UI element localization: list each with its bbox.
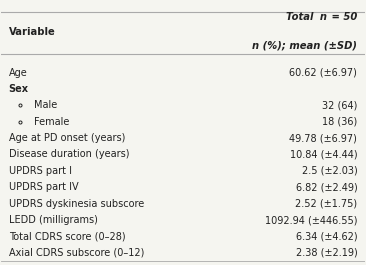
- Text: Total CDRS score (0–28): Total CDRS score (0–28): [9, 231, 125, 241]
- Text: Male: Male: [34, 100, 57, 110]
- Text: 49.78 (±6.97): 49.78 (±6.97): [290, 133, 357, 143]
- Text: 6.34 (±4.62): 6.34 (±4.62): [296, 231, 357, 241]
- Text: 10.84 (±4.44): 10.84 (±4.44): [290, 149, 357, 160]
- Text: 2.5 (±2.03): 2.5 (±2.03): [302, 166, 357, 176]
- Text: LEDD (milligrams): LEDD (milligrams): [9, 215, 97, 225]
- Text: Variable: Variable: [9, 26, 55, 37]
- Text: 6.82 (±2.49): 6.82 (±2.49): [296, 182, 357, 192]
- Text: Disease duration (years): Disease duration (years): [9, 149, 129, 160]
- Text: 1092.94 (±446.55): 1092.94 (±446.55): [265, 215, 357, 225]
- Text: Age at PD onset (years): Age at PD onset (years): [9, 133, 125, 143]
- Text: UPDRS dyskinesia subscore: UPDRS dyskinesia subscore: [9, 199, 144, 209]
- Text: Total   n  = 50: Total n = 50: [286, 12, 357, 22]
- Text: UPDRS part I: UPDRS part I: [9, 166, 72, 176]
- Text: 60.62 (±6.97): 60.62 (±6.97): [290, 68, 357, 78]
- Text: 32 (64): 32 (64): [322, 100, 357, 110]
- Text: Female: Female: [34, 117, 70, 127]
- Text: UPDRS part IV: UPDRS part IV: [9, 182, 78, 192]
- Text: n (%); mean (±SD): n (%); mean (±SD): [252, 41, 357, 51]
- Text: Sex: Sex: [9, 84, 29, 94]
- Text: Age: Age: [9, 68, 27, 78]
- Text: 18 (36): 18 (36): [322, 117, 357, 127]
- Text: 2.38 (±2.19): 2.38 (±2.19): [296, 248, 357, 258]
- Text: Axial CDRS subscore (0–12): Axial CDRS subscore (0–12): [9, 248, 144, 258]
- Text: 2.52 (±1.75): 2.52 (±1.75): [295, 199, 357, 209]
